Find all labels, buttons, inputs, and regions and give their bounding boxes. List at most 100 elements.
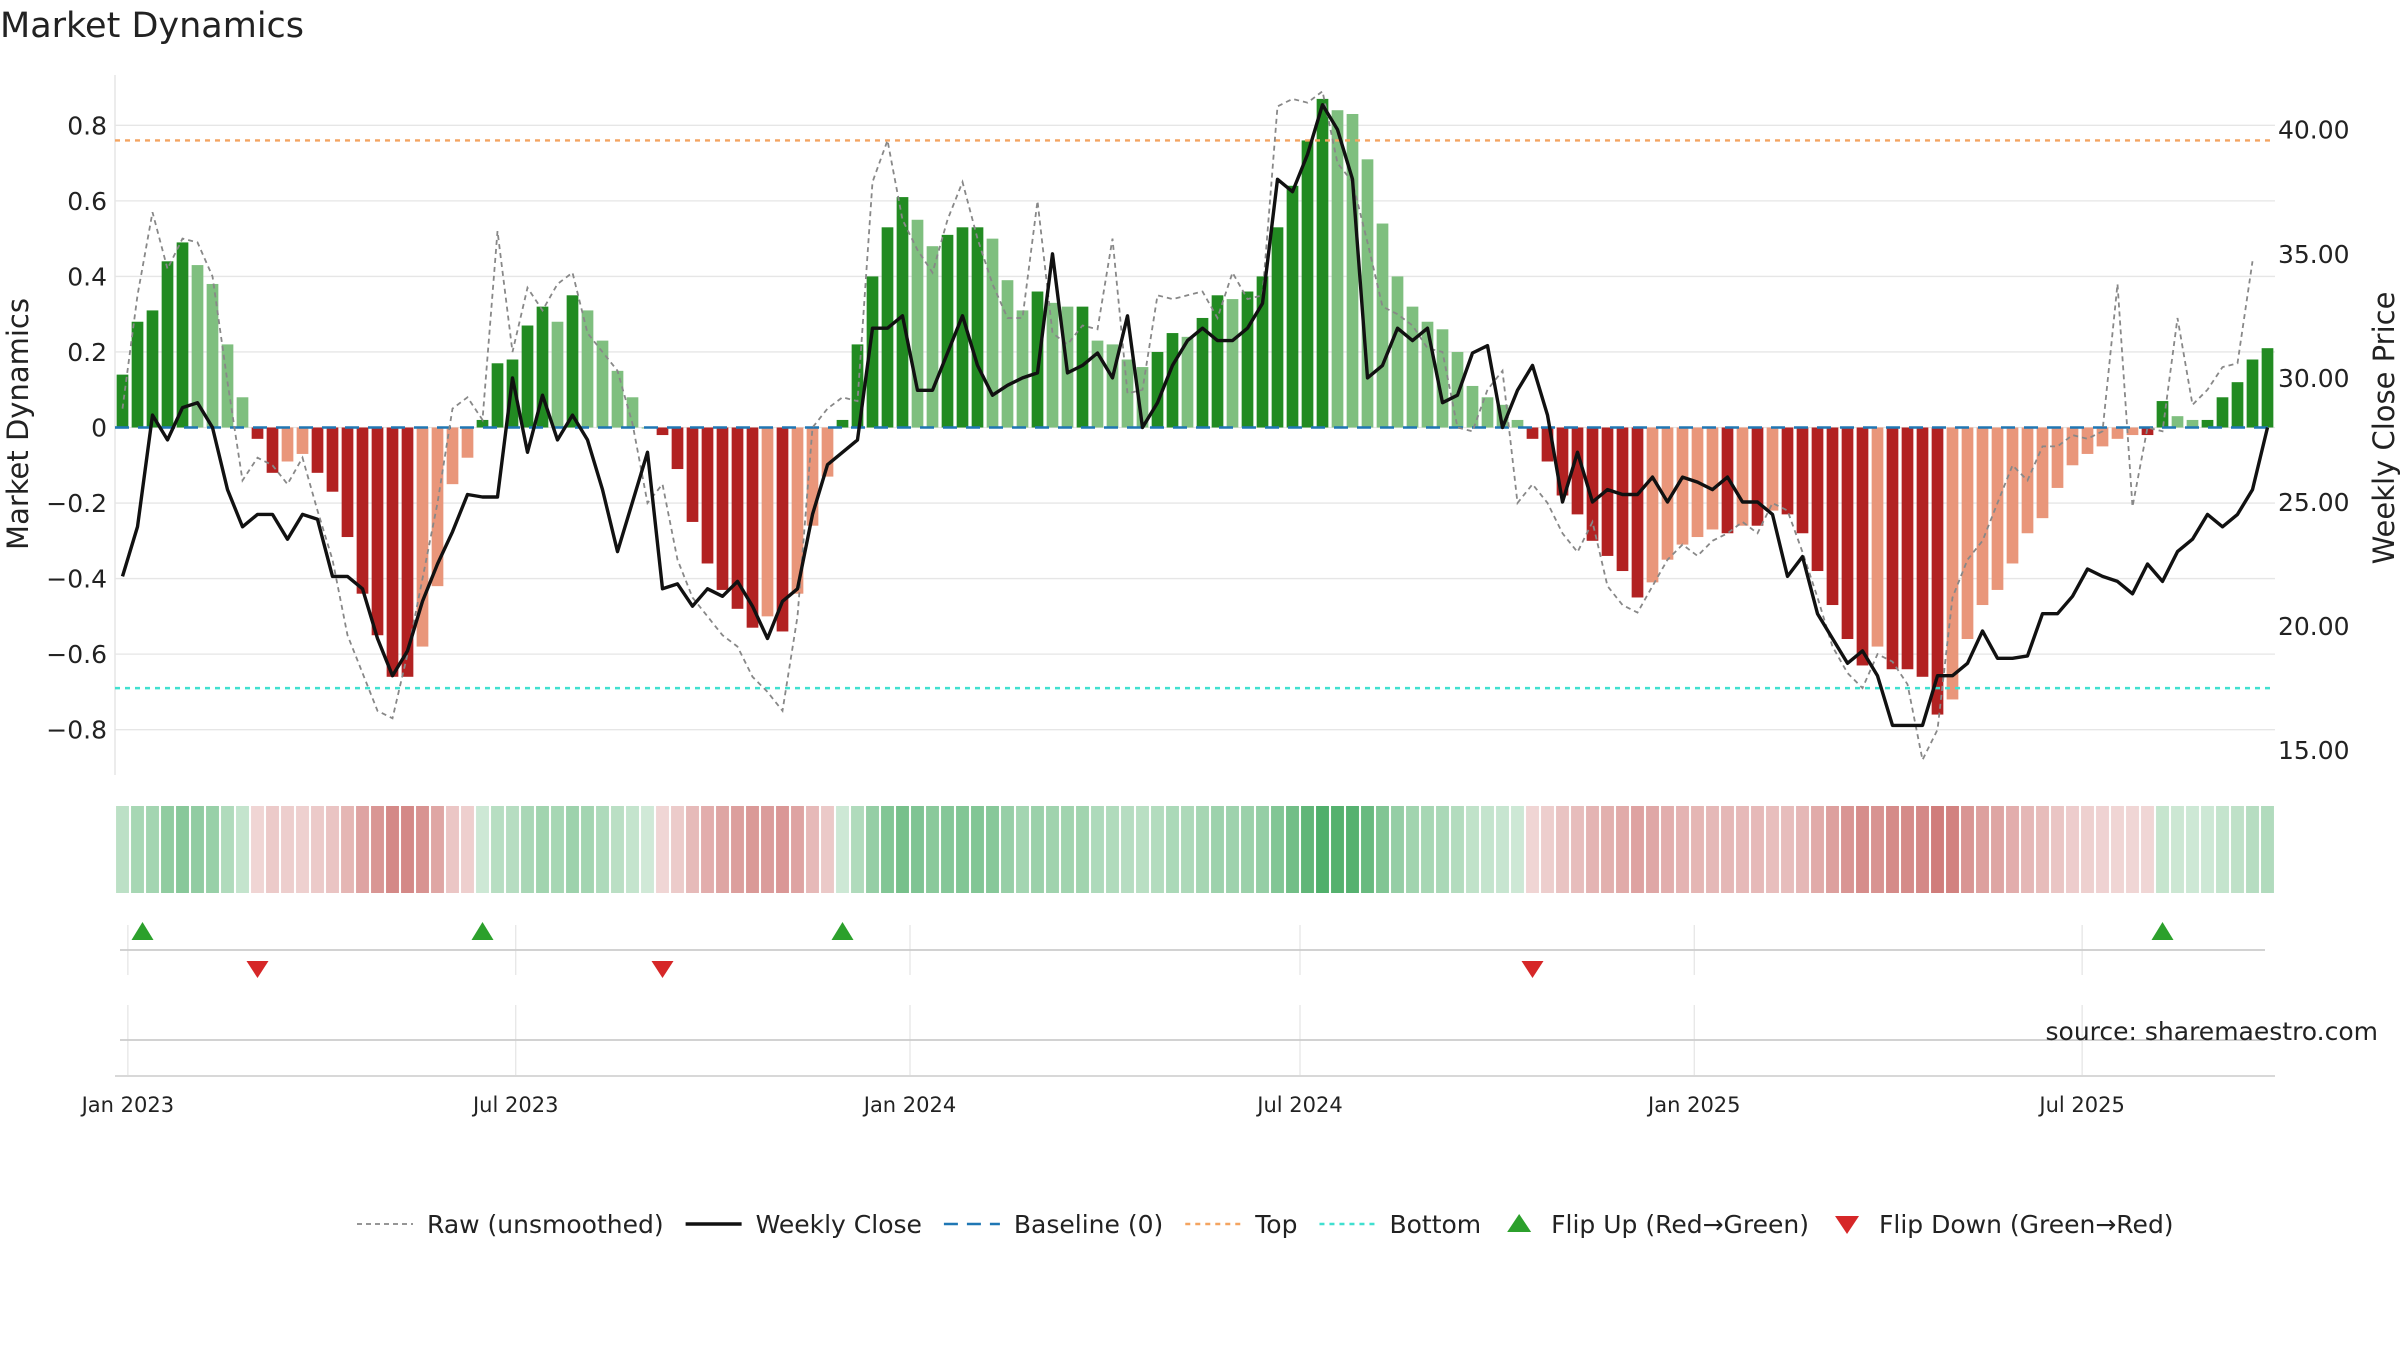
dynamics-bar <box>206 283 219 428</box>
raw-line <box>121 89 2254 763</box>
heat-cell <box>206 806 219 893</box>
dynamics-bar <box>1001 280 1014 428</box>
dynamics-bar <box>1436 329 1449 428</box>
heat-cell <box>1091 806 1104 893</box>
heat-cell <box>341 806 354 893</box>
heat-cell <box>1991 806 2004 893</box>
dynamics-bar <box>2231 382 2244 428</box>
heat-cell <box>926 806 939 893</box>
legend-item-flip_down: Flip Down (Green→Red) <box>1835 1210 2174 1239</box>
dynamics-bar <box>746 427 759 628</box>
flip-up-marker <box>2151 922 2174 940</box>
dynamics-bar <box>1421 321 1434 428</box>
y2-tick-label: 25.00 <box>2278 488 2350 517</box>
dynamics-bar <box>1211 295 1224 428</box>
heat-cell <box>1376 806 1389 893</box>
legend-label: Flip Down (Green→Red) <box>1879 1210 2174 1239</box>
dynamics-bar <box>2156 401 2169 428</box>
heat-cell <box>1301 806 1314 893</box>
dynamics-bar <box>1991 427 2004 590</box>
y2-tick-label: 20.00 <box>2278 612 2350 641</box>
heat-cell <box>821 806 834 893</box>
dynamics-bar <box>731 427 744 609</box>
legend-label: Raw (unsmoothed) <box>427 1210 664 1239</box>
dynamics-bar <box>671 427 684 470</box>
dynamics-bar <box>851 344 864 428</box>
heat-cell <box>1466 806 1479 893</box>
heat-cell <box>1421 806 1434 893</box>
heat-cell <box>896 806 909 893</box>
dynamics-bar <box>1121 359 1134 428</box>
legend-item-baseline: Baseline (0) <box>943 1210 1163 1239</box>
heat-cell <box>281 806 294 893</box>
axes: −0.8 −0.6 −0.4 −0.2 0 0.2 0.4 0.6 0.8 15.00 20.00 2… <box>46 111 2349 765</box>
heat-cell <box>1781 806 1794 893</box>
heat-cell <box>1871 806 1884 893</box>
dynamics-bar <box>401 427 414 677</box>
heat-cell <box>611 806 624 893</box>
heat-cell <box>1496 806 1509 893</box>
heat-cell <box>731 806 744 893</box>
x-tick-label: Jan 2025 <box>1646 1093 1741 1117</box>
dynamics-bar <box>1406 306 1419 428</box>
dynamics-bar <box>1481 397 1494 428</box>
dynamics-bars <box>116 98 2274 715</box>
dynamics-bar <box>1226 299 1239 428</box>
heat-cell <box>2201 806 2214 893</box>
heat-cell <box>1211 806 1224 893</box>
dynamics-bar <box>1466 385 1479 428</box>
y-tick-label: 0 <box>91 414 107 443</box>
heat-cell <box>311 806 324 893</box>
y-axis-label: Market Dynamics <box>1 298 35 550</box>
heat-cell <box>1736 806 1749 893</box>
dynamics-bar <box>1331 110 1344 428</box>
dynamics-bar <box>1946 427 1959 700</box>
dynamics-bar <box>1376 223 1389 428</box>
dynamics-bar <box>2096 427 2109 447</box>
heat-cell <box>506 806 519 893</box>
heat-cell <box>1016 806 1029 893</box>
x-tick-label: Jan 2024 <box>862 1093 957 1117</box>
heat-cell <box>176 806 189 893</box>
heat-cell <box>1241 806 1254 893</box>
heat-cell <box>461 806 474 893</box>
dynamics-bar <box>701 427 714 564</box>
y-tick-label: −0.4 <box>46 565 107 594</box>
heat-cell <box>1766 806 1779 893</box>
dynamics-bar <box>836 419 849 428</box>
dynamics-bar <box>791 427 804 594</box>
heat-cell <box>191 806 204 893</box>
heat-cell <box>1361 806 1374 893</box>
dynamics-bar <box>896 197 909 428</box>
heat-cell <box>986 806 999 893</box>
heat-cell <box>1316 806 1329 893</box>
heat-cell <box>746 806 759 893</box>
heat-cell <box>1196 806 1209 893</box>
x-tick-label: Jul 2024 <box>1255 1093 1342 1117</box>
dynamics-bar <box>446 427 459 485</box>
heat-cell <box>1721 806 1734 893</box>
dynamics-bar <box>1811 427 1824 572</box>
dynamics-bar <box>1136 367 1149 428</box>
heat-cell <box>956 806 969 893</box>
heat-cell <box>1601 806 1614 893</box>
dynamics-bar <box>371 427 384 636</box>
heat-cell <box>1931 806 1944 893</box>
dynamics-bar <box>806 427 819 526</box>
dynamics-bar <box>2186 419 2199 428</box>
x-tick-label: Jul 2025 <box>2037 1093 2124 1117</box>
dynamics-bar <box>1841 427 1854 640</box>
dynamics-bar <box>1496 404 1509 428</box>
heat-cell <box>1916 806 1929 893</box>
dynamics-bar <box>551 321 564 428</box>
heat-cell <box>1616 806 1629 893</box>
heat-cell <box>266 806 279 893</box>
heat-cell <box>1556 806 1569 893</box>
dynamics-bar <box>1346 113 1359 428</box>
heat-cell <box>866 806 879 893</box>
dynamics-bar <box>1511 419 1524 428</box>
heat-cell <box>1346 806 1359 893</box>
dynamics-bar <box>626 397 639 428</box>
dynamics-bar <box>521 325 534 428</box>
heat-cell <box>431 806 444 893</box>
